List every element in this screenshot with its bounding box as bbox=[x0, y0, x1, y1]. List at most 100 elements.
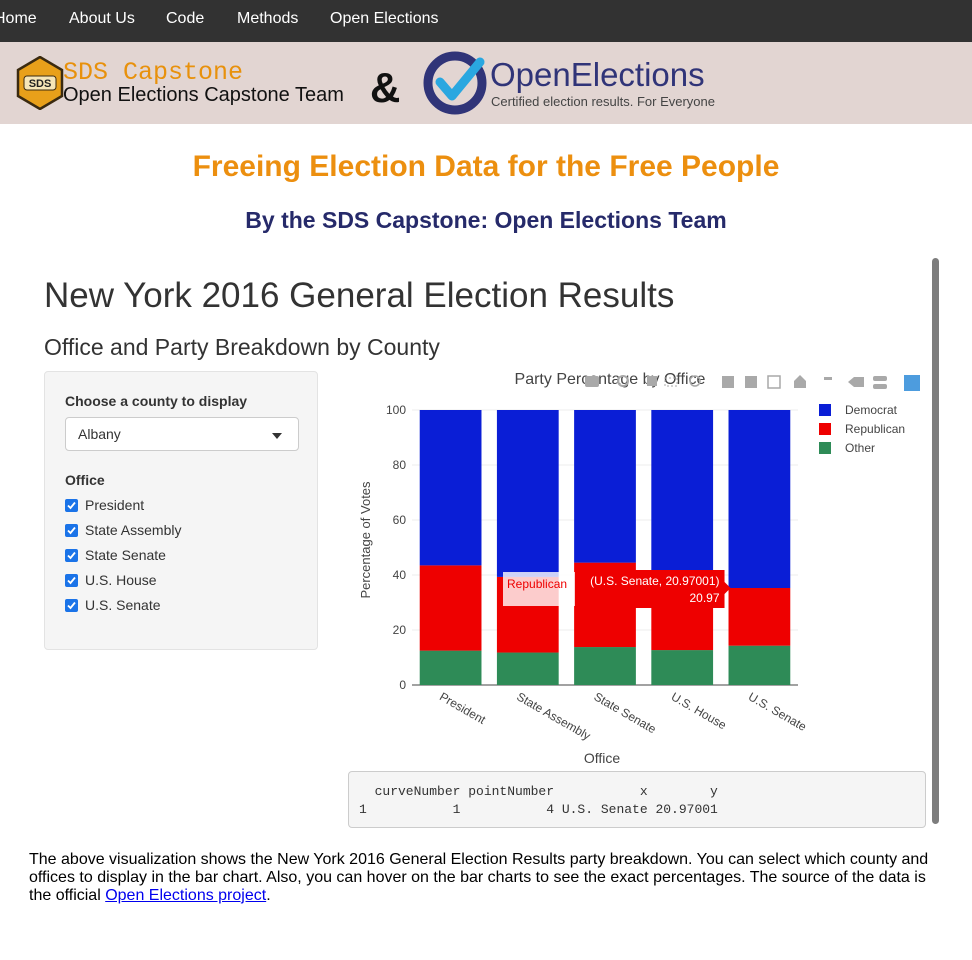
bar-other-president[interactable] bbox=[419, 650, 482, 685]
pan-icon[interactable] bbox=[647, 376, 657, 386]
camera-icon[interactable] bbox=[585, 376, 599, 387]
hover-name-box bbox=[503, 572, 575, 607]
y-tick-label: 20 bbox=[393, 623, 407, 637]
description-paragraph: The above visualization shows the New Yo… bbox=[29, 851, 939, 905]
hover-series-label: Republican bbox=[507, 577, 567, 591]
county-label: Choose a county to display bbox=[65, 393, 248, 409]
chart-y-ticks: 0 20 40 60 80 100 bbox=[386, 403, 406, 692]
x-tick-label: President bbox=[437, 689, 488, 727]
office-option-label: U.S. Senate bbox=[85, 597, 161, 613]
legend-swatch-democrat[interactable] bbox=[819, 404, 831, 416]
nav-home[interactable]: Home bbox=[0, 10, 37, 27]
checkbox-checked-icon[interactable] bbox=[65, 499, 78, 512]
hover-point-text: (U.S. Senate, 20.97001) bbox=[590, 574, 719, 588]
y-tick-label: 80 bbox=[393, 458, 407, 472]
nav-open-elections[interactable]: Open Elections bbox=[330, 10, 439, 27]
openelections-name: OpenElections bbox=[490, 56, 705, 93]
nav-about-us[interactable]: About Us bbox=[69, 10, 135, 27]
checkbox-checked-icon[interactable] bbox=[65, 599, 78, 612]
legend-swatch-other[interactable] bbox=[819, 442, 831, 454]
hover-value-box bbox=[576, 570, 731, 609]
hover-value-text: 20.97 bbox=[689, 591, 719, 605]
scrollbar-thumb[interactable] bbox=[932, 258, 939, 824]
output-row-line: 1 1 4 U.S. Senate 20.97001 bbox=[359, 802, 718, 817]
brand-title: SDS Capstone bbox=[63, 58, 244, 87]
checkbox-checked-icon[interactable] bbox=[65, 574, 78, 587]
office-option-label: State Assembly bbox=[85, 522, 182, 538]
chart-title: Party Percentage by Office bbox=[515, 371, 706, 388]
x-tick-label: State Assembly bbox=[514, 689, 593, 742]
zoom-out-icon[interactable] bbox=[745, 376, 757, 388]
plotly-logo-icon[interactable] bbox=[904, 375, 920, 391]
chart-hover-tooltip: Republican (U.S. Senate, 20.97001) 20.97 bbox=[503, 570, 731, 609]
legend-label-republican[interactable]: Republican bbox=[845, 422, 905, 436]
sidebar-panel: Choose a county to display Albany Office… bbox=[44, 371, 318, 650]
hover-closest-icon[interactable] bbox=[848, 377, 864, 387]
autoscale-icon[interactable] bbox=[767, 375, 781, 389]
hover-data-output: curveNumber pointNumber x y 1 1 4 U.S. S… bbox=[348, 771, 926, 828]
bar-other-state-senate[interactable] bbox=[574, 647, 636, 685]
chart-modebar bbox=[585, 375, 920, 391]
y-tick-label: 40 bbox=[393, 568, 407, 582]
y-tick-label: 60 bbox=[393, 513, 407, 527]
bar-democrat-president[interactable] bbox=[419, 410, 482, 566]
office-option-label: U.S. House bbox=[85, 572, 157, 588]
openelections-tagline: Certified election results. For Everyone bbox=[491, 94, 715, 109]
description-text: The above visualization shows the New Yo… bbox=[29, 851, 929, 904]
chart-y-axis-label: Percentage of Votes bbox=[358, 481, 373, 599]
bar-other-u-s-house[interactable] bbox=[651, 650, 714, 685]
legend-label-democrat[interactable]: Democrat bbox=[845, 403, 898, 417]
hover-compare-icon[interactable] bbox=[873, 376, 887, 381]
x-tick-label: U.S. Senate bbox=[746, 689, 809, 734]
county-select[interactable]: Albany bbox=[65, 417, 299, 451]
chevron-down-icon bbox=[272, 433, 282, 439]
bar-republican-president[interactable] bbox=[419, 565, 482, 651]
x-tick-label: State Senate bbox=[592, 689, 659, 736]
party-percentage-bar-chart[interactable]: Party Percentage by Office 020406080100 … bbox=[340, 360, 930, 770]
openelections-check-logo bbox=[423, 51, 487, 115]
ampersand: & bbox=[370, 64, 401, 111]
description-end: . bbox=[266, 887, 271, 904]
office-label: Office bbox=[65, 472, 105, 488]
checkbox-checked-icon[interactable] bbox=[65, 524, 78, 537]
app-subtitle: Office and Party Breakdown by County bbox=[44, 334, 440, 360]
y-tick-label: 100 bbox=[386, 403, 406, 417]
office-option-label: President bbox=[85, 497, 145, 513]
chart-legend[interactable]: Democrat Republican Other bbox=[819, 403, 905, 455]
chart-bars[interactable] bbox=[419, 409, 791, 685]
y-tick-label: 0 bbox=[399, 678, 406, 692]
bar-other-state-assembly[interactable] bbox=[496, 652, 559, 685]
open-elections-project-link[interactable]: Open Elections project bbox=[105, 887, 267, 904]
county-select-value: Albany bbox=[78, 426, 121, 442]
checkbox-checked-icon[interactable] bbox=[65, 549, 78, 562]
bar-democrat-state-assembly[interactable] bbox=[496, 410, 559, 577]
bar-other-u-s-senate[interactable] bbox=[728, 645, 791, 685]
zoom-icon[interactable] bbox=[617, 375, 629, 387]
office-option-label: State Senate bbox=[85, 547, 166, 563]
hover-compare-icon-part bbox=[873, 384, 887, 389]
nav-methods[interactable]: Methods bbox=[237, 10, 299, 27]
bar-republican-u-s-senate[interactable] bbox=[728, 588, 791, 646]
sds-hex-text: SDS bbox=[29, 78, 52, 90]
app-title: New York 2016 General Election Results bbox=[44, 276, 675, 315]
legend-swatch-republican[interactable] bbox=[819, 423, 831, 435]
header-banner: SDS SDS Capstone Open Elections Capstone… bbox=[0, 42, 972, 124]
legend-label-other[interactable]: Other bbox=[845, 441, 875, 455]
zoom-in-icon[interactable] bbox=[722, 376, 734, 388]
page-subheadline: By the SDS Capstone: Open Elections Team bbox=[245, 207, 727, 233]
brand-subtitle: Open Elections Capstone Team bbox=[63, 84, 344, 106]
sds-hex-logo: SDS bbox=[16, 56, 64, 110]
top-navbar: Home About Us Code Methods Open Election… bbox=[0, 0, 972, 42]
nav-code[interactable]: Code bbox=[166, 10, 205, 27]
output-header-line: curveNumber pointNumber x y bbox=[359, 784, 718, 799]
spike-lines-icon[interactable] bbox=[824, 377, 832, 380]
x-tick-label: U.S. House bbox=[669, 689, 729, 732]
bar-democrat-u-s-house[interactable] bbox=[651, 410, 714, 574]
lasso-select-icon[interactable] bbox=[689, 375, 701, 387]
reset-axes-home-icon[interactable] bbox=[794, 375, 806, 388]
bar-democrat-state-senate[interactable] bbox=[574, 410, 636, 563]
page-headline: Freeing Election Data for the Free Peopl… bbox=[192, 150, 780, 183]
bar-democrat-u-s-senate[interactable] bbox=[728, 409, 791, 589]
box-select-icon[interactable] bbox=[664, 377, 678, 387]
